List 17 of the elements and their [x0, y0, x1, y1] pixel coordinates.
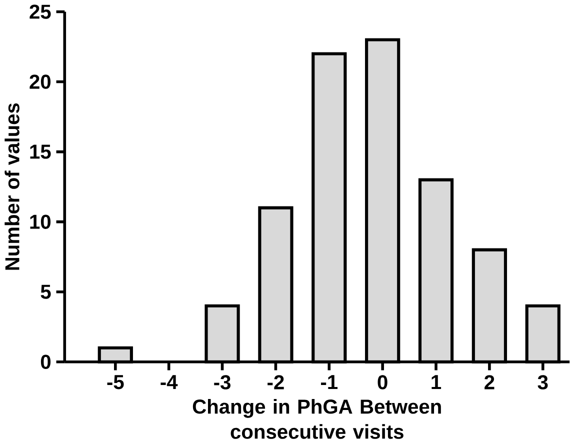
y-tick-label: 25	[30, 4, 51, 20]
x-tick-label: -1	[321, 375, 338, 390]
y-tick-label: 0	[40, 354, 51, 370]
y-tick-label: 20	[30, 74, 51, 90]
x-tick-label: -4	[160, 375, 178, 390]
x-tick-label: 3	[538, 375, 548, 390]
y-axis-title: Number of values	[4, 104, 20, 270]
x-tick-label: 2	[484, 375, 494, 390]
y-tick-label: 15	[30, 145, 51, 160]
x-tick-label: 1	[432, 375, 442, 390]
y-tick-label: 5	[40, 285, 51, 300]
x-tick-label: -2	[268, 375, 284, 390]
x-tick-label: -3	[214, 375, 230, 390]
y-tick-label: 10	[30, 214, 51, 230]
x-axis-title: Change in PhGA Between consecutive visits	[192, 399, 441, 440]
x-tick-label: -5	[107, 375, 124, 390]
x-tick-label: 0	[378, 375, 388, 390]
